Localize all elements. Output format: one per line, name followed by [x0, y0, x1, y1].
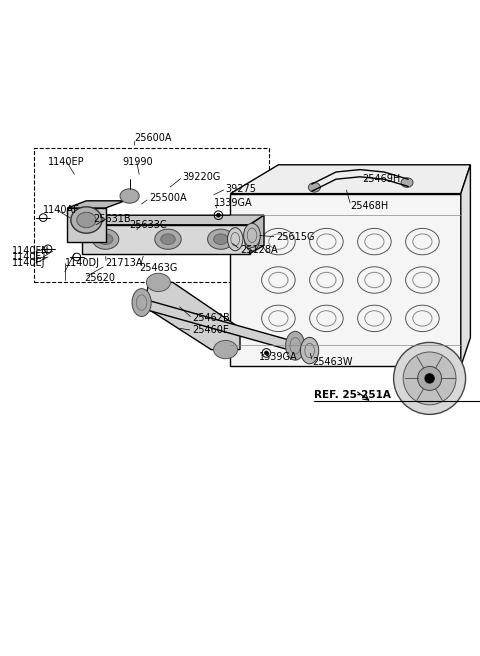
Polygon shape	[67, 201, 125, 208]
Ellipse shape	[98, 234, 113, 245]
Polygon shape	[461, 165, 470, 367]
Bar	[34, 148, 269, 282]
Text: 91990: 91990	[122, 157, 153, 167]
Ellipse shape	[243, 223, 260, 247]
Ellipse shape	[132, 289, 151, 316]
Text: 21713A: 21713A	[106, 258, 143, 268]
Text: 1140EP: 1140EP	[48, 157, 84, 167]
Polygon shape	[144, 282, 240, 350]
Text: 1140DJ: 1140DJ	[65, 258, 100, 268]
Circle shape	[418, 367, 442, 390]
Ellipse shape	[146, 274, 170, 291]
Text: 25620: 25620	[84, 273, 115, 283]
Circle shape	[264, 351, 268, 355]
Text: 25460E: 25460E	[192, 325, 229, 335]
Ellipse shape	[92, 229, 119, 249]
Text: 1140FN: 1140FN	[12, 246, 49, 256]
Text: 25462B: 25462B	[192, 314, 230, 323]
Text: 25615G: 25615G	[276, 232, 314, 242]
Ellipse shape	[244, 228, 260, 251]
Text: 25469H: 25469H	[362, 174, 401, 184]
Text: 25500A: 25500A	[149, 194, 186, 203]
Ellipse shape	[228, 228, 243, 251]
Ellipse shape	[161, 234, 175, 245]
Text: 25468H: 25468H	[350, 201, 389, 211]
Ellipse shape	[286, 331, 305, 360]
Ellipse shape	[120, 189, 139, 203]
Polygon shape	[134, 299, 298, 350]
Circle shape	[216, 213, 220, 217]
Text: 25631B: 25631B	[94, 214, 131, 224]
Polygon shape	[230, 194, 461, 367]
Ellipse shape	[401, 178, 413, 188]
Text: 25128A: 25128A	[240, 245, 277, 255]
Ellipse shape	[71, 207, 102, 233]
Ellipse shape	[300, 337, 319, 364]
Text: 1339GA: 1339GA	[214, 198, 252, 208]
Text: 25600A: 25600A	[134, 133, 172, 144]
Ellipse shape	[309, 182, 321, 192]
Polygon shape	[82, 215, 264, 225]
Ellipse shape	[208, 229, 234, 249]
Text: 1339GA: 1339GA	[259, 352, 298, 362]
Ellipse shape	[155, 229, 181, 249]
Polygon shape	[250, 215, 264, 254]
Circle shape	[425, 374, 434, 383]
Text: REF. 25-251A: REF. 25-251A	[314, 390, 391, 400]
Text: 39220G: 39220G	[182, 172, 221, 182]
Text: 1140AF: 1140AF	[43, 205, 80, 215]
Ellipse shape	[214, 234, 228, 245]
Text: 39275: 39275	[226, 184, 257, 194]
Text: 25463G: 25463G	[139, 263, 178, 273]
Circle shape	[403, 352, 456, 405]
Text: 25463W: 25463W	[312, 357, 352, 367]
Ellipse shape	[214, 340, 238, 359]
Text: 25633C: 25633C	[130, 220, 167, 230]
Circle shape	[394, 342, 466, 415]
Polygon shape	[230, 165, 470, 194]
Text: 1140EJ: 1140EJ	[12, 258, 46, 268]
Polygon shape	[82, 225, 250, 254]
Ellipse shape	[77, 213, 96, 228]
Text: 1140FT: 1140FT	[12, 252, 48, 262]
Polygon shape	[67, 208, 106, 241]
